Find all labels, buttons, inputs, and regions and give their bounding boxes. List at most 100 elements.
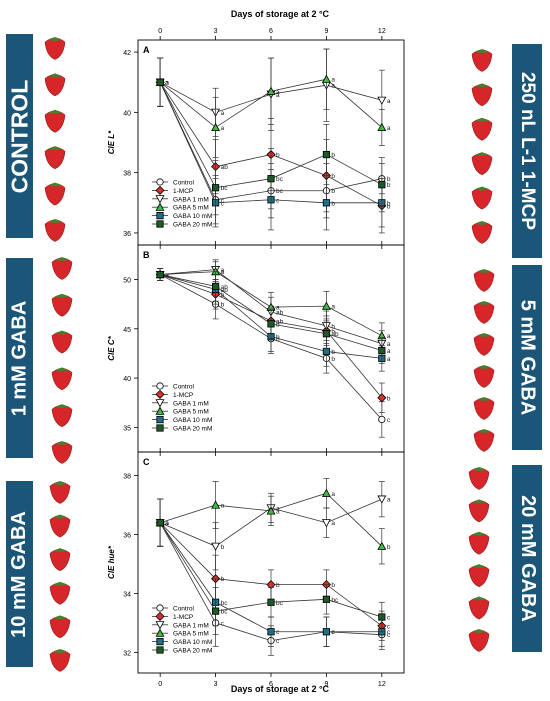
significance-letter: a (276, 508, 280, 515)
strawberry-photo (49, 648, 71, 672)
significance-letter: b (221, 302, 225, 309)
significance-letter: a (165, 80, 169, 87)
significance-letter: a (165, 520, 169, 527)
significance-letter: b (387, 203, 391, 210)
y-tick-label: 36 (123, 533, 131, 540)
significance-letter: b (276, 336, 280, 343)
data-point (211, 184, 220, 192)
significance-letter: c (221, 200, 225, 207)
legend-marker (156, 382, 164, 390)
strawberry-calyx (48, 218, 62, 224)
strawberry-body (468, 467, 490, 490)
strawberry-body (49, 515, 71, 538)
significance-letter: b (276, 582, 280, 589)
significance-letter: c (221, 620, 225, 627)
data-point (322, 150, 331, 159)
significance-letter: b (331, 349, 335, 356)
panel-letter: A (143, 45, 150, 55)
label-gaba-1mm: 1 mM GABA (6, 258, 33, 458)
significance-letter: ab (221, 287, 229, 294)
strawberry-photo (51, 330, 73, 354)
strawberry-body (51, 441, 73, 464)
label-gaba-20mm: 20 mM GABA (512, 465, 542, 652)
data-point (156, 78, 164, 86)
y-axis-label: CIE hue* (107, 545, 116, 579)
strawberry-calyx (475, 186, 489, 191)
strawberry-calyx (48, 109, 62, 114)
significance-letter: bc (276, 176, 284, 183)
strawberry-photo (49, 615, 71, 639)
strawberry-body (473, 365, 495, 388)
strawberry-body (51, 368, 73, 391)
y-tick-label: 42 (123, 50, 131, 57)
strawberry-calyx (477, 364, 491, 370)
y-tick-label: 38 (123, 474, 131, 481)
significance-letter: ab (331, 331, 339, 338)
significance-letter: c (276, 629, 280, 636)
legend-marker (156, 211, 164, 220)
legend-marker (155, 185, 165, 195)
data-point (321, 74, 331, 83)
strawberry-photo (49, 581, 71, 605)
legend-marker (156, 220, 164, 228)
strawberry-calyx (48, 36, 62, 42)
data-point (267, 320, 275, 328)
strawberry-calyx (472, 628, 486, 634)
strawberry-calyx (472, 531, 486, 536)
strawberry-calyx (475, 152, 489, 157)
data-point (211, 500, 221, 509)
significance-letter: b (387, 395, 391, 402)
significance-letter: a (221, 125, 225, 132)
strawberry-body (49, 481, 71, 504)
strawberry-body (51, 294, 73, 317)
legend-label: GABA 20 mM (173, 648, 212, 655)
data-point (321, 488, 331, 497)
y-axis-label: CIE L* (107, 130, 116, 154)
strawberry-calyx (477, 332, 491, 338)
legend-label: 1-MCP (173, 188, 193, 195)
strawberry-body (44, 146, 66, 170)
strawberry-photo (49, 548, 71, 572)
strawberry-body (468, 532, 490, 555)
legend-marker (156, 646, 164, 654)
significance-letter: ab (221, 164, 229, 171)
strawberry-body (44, 110, 66, 133)
strawberry-body (49, 548, 71, 572)
significance-letter: b (331, 323, 335, 330)
strawberry-calyx (475, 48, 489, 54)
strawberry-body (468, 564, 490, 588)
strawberry-calyx (472, 596, 486, 601)
data-point (156, 270, 164, 279)
legend-marker (155, 621, 165, 630)
strawberry-calyx (48, 182, 62, 187)
strawberry-photo (51, 440, 73, 464)
strawberry-calyx (472, 466, 486, 472)
strawberry-calyx (55, 256, 69, 262)
significance-letter: b (387, 200, 391, 207)
strawberry-calyx (55, 293, 69, 298)
strawberry-body (51, 331, 73, 354)
strawberry-calyx (55, 330, 69, 335)
strawberry-photo (49, 480, 71, 504)
data-point (211, 122, 221, 132)
data-point (267, 628, 275, 636)
significance-letter: bc (276, 188, 284, 195)
legend-marker (155, 202, 165, 211)
significance-letter: c (276, 638, 280, 645)
strawberry-photo (44, 109, 66, 133)
x-tick-label: 0 (158, 28, 162, 35)
y-axis-label: CIE C* (107, 335, 116, 360)
significance-letter: c (221, 197, 225, 204)
legend-marker (155, 611, 165, 621)
strawberry-body (471, 49, 493, 72)
x-tick-label: 9 (324, 28, 328, 35)
strawberry-photo (468, 499, 490, 523)
data-point (378, 181, 386, 189)
legend-marker (155, 195, 165, 204)
strawberry-photo (51, 256, 73, 280)
strawberry-body (471, 221, 493, 244)
strawberry-calyx (475, 117, 489, 122)
significance-letter: c (331, 629, 335, 636)
y-tick-label: 36 (123, 231, 131, 238)
